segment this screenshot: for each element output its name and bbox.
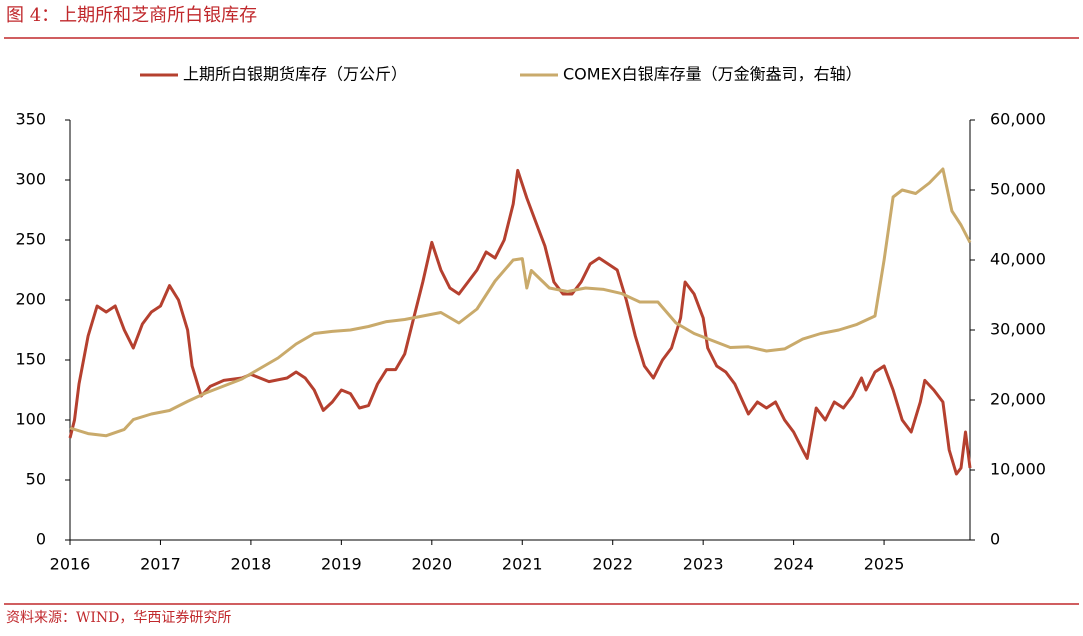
x-tick-label: 2020 bbox=[411, 555, 452, 574]
x-tick-label: 2016 bbox=[50, 555, 91, 574]
legend-label: COMEX白银库存量（万金衡盎司，右轴） bbox=[563, 65, 862, 84]
y-tick-label: 0 bbox=[36, 530, 46, 549]
y2-tick-label: 0 bbox=[990, 530, 1000, 549]
y-tick-label: 100 bbox=[15, 410, 46, 429]
y-tick-label: 150 bbox=[15, 350, 46, 369]
chart-title: 图 4：上期所和芝商所白银库存 bbox=[6, 5, 257, 26]
x-tick-label: 2024 bbox=[773, 555, 814, 574]
y-tick-label: 250 bbox=[15, 230, 46, 249]
y2-tick-label: 50,000 bbox=[990, 180, 1046, 199]
x-tick-label: 2018 bbox=[231, 555, 272, 574]
y2-tick-label: 30,000 bbox=[990, 320, 1046, 339]
y-tick-label: 50 bbox=[26, 470, 46, 489]
y-tick-label: 350 bbox=[15, 110, 46, 129]
x-tick-label: 2021 bbox=[502, 555, 543, 574]
y-tick-label: 300 bbox=[15, 170, 46, 189]
source: 资料来源：WIND，华西证券研究所 bbox=[6, 610, 231, 626]
y2-tick-label: 10,000 bbox=[990, 460, 1046, 479]
series-line bbox=[68, 168, 972, 476]
x-tick-label: 2025 bbox=[864, 555, 905, 574]
legend-label: 上期所白银期货库存（万公斤） bbox=[183, 65, 407, 84]
y-tick-label: 200 bbox=[15, 290, 46, 309]
y2-tick-label: 60,000 bbox=[990, 110, 1046, 129]
x-tick-label: 2022 bbox=[592, 555, 633, 574]
x-tick-label: 2019 bbox=[321, 555, 362, 574]
y2-tick-label: 40,000 bbox=[990, 250, 1046, 269]
x-tick-label: 2023 bbox=[683, 555, 724, 574]
y2-tick-label: 20,000 bbox=[990, 390, 1046, 409]
series-line bbox=[69, 167, 972, 438]
x-tick-label: 2017 bbox=[140, 555, 181, 574]
